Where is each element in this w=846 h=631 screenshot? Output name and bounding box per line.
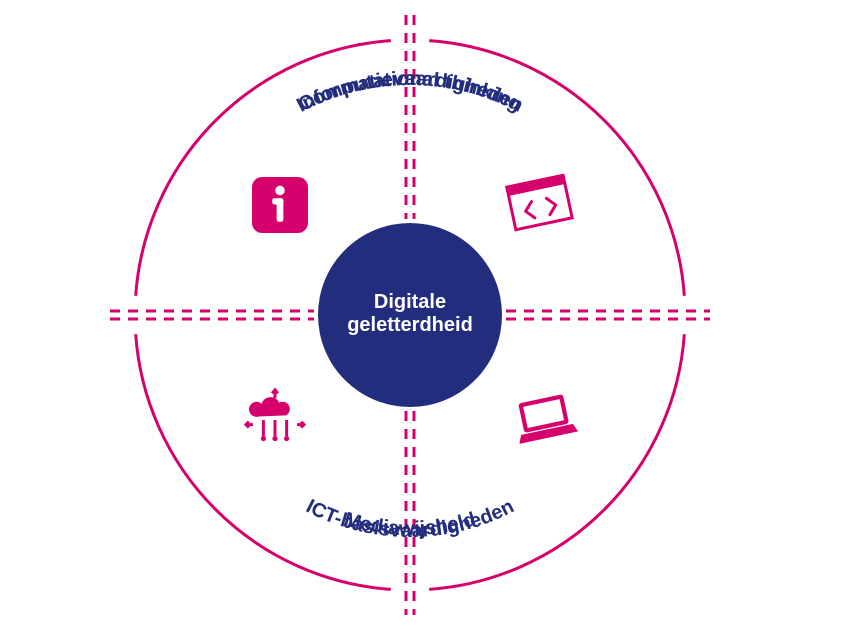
quadrant-label-top_right: Computational thinking — [295, 68, 525, 116]
center-hub — [318, 223, 502, 407]
code-icon — [507, 175, 572, 230]
diagram-stage: InformatievaardighedenComputational thin… — [0, 0, 846, 631]
info-icon — [252, 177, 308, 233]
digital-literacy-diagram: InformatievaardighedenComputational thin… — [0, 0, 846, 631]
laptop-icon — [511, 393, 578, 444]
media-icon — [246, 390, 304, 441]
